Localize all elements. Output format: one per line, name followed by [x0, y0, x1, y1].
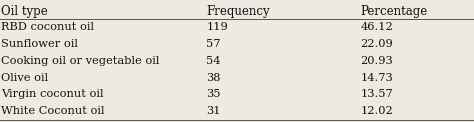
Text: 35: 35	[206, 89, 221, 99]
Text: Olive oil: Olive oil	[1, 73, 48, 83]
Text: 119: 119	[206, 22, 228, 32]
Text: Sunflower oil: Sunflower oil	[1, 39, 78, 49]
Text: Percentage: Percentage	[360, 5, 428, 18]
Text: 38: 38	[206, 73, 221, 83]
Text: Oil type: Oil type	[1, 5, 48, 18]
Text: 14.73: 14.73	[360, 73, 393, 83]
Text: 22.09: 22.09	[360, 39, 393, 49]
Text: Frequency: Frequency	[206, 5, 270, 18]
Text: 20.93: 20.93	[360, 56, 393, 66]
Text: 31: 31	[206, 106, 221, 116]
Text: Virgin coconut oil: Virgin coconut oil	[1, 89, 103, 99]
Text: Cooking oil or vegetable oil: Cooking oil or vegetable oil	[1, 56, 159, 66]
Text: RBD coconut oil: RBD coconut oil	[1, 22, 94, 32]
Text: 13.57: 13.57	[360, 89, 393, 99]
Text: 46.12: 46.12	[360, 22, 393, 32]
Text: 57: 57	[206, 39, 221, 49]
Text: 54: 54	[206, 56, 221, 66]
Text: 12.02: 12.02	[360, 106, 393, 116]
Text: White Coconut oil: White Coconut oil	[1, 106, 104, 116]
